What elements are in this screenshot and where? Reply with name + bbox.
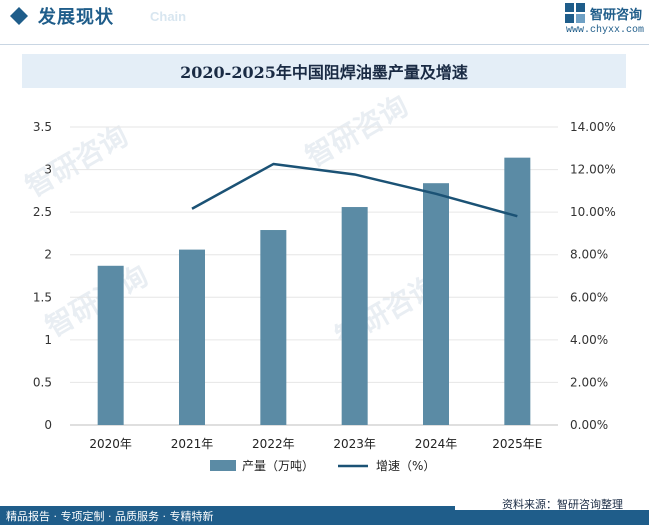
- chart-title: 2020-2025年中国阻焊油墨产量及增速: [180, 63, 468, 82]
- y-left-tick-label: 3: [44, 163, 52, 177]
- y-right-tick-label: 12.00%: [570, 163, 616, 177]
- y-left-tick-label: 2: [44, 248, 52, 262]
- y-right-tick-label: 2.00%: [570, 375, 608, 389]
- footer-bar: [0, 506, 649, 525]
- y-right-tick-label: 6.00%: [570, 290, 608, 304]
- axis-ticks: 0 0.5 1 1.5 2 2.5 3 3.5 0.00% 2.00% 4.00% 6.00% 8.00…: [33, 120, 616, 451]
- growth-line: [191, 162, 518, 218]
- footer-source-background: [455, 497, 649, 510]
- diamond-icon: [10, 7, 28, 25]
- y-right-tick-label: 8.00%: [570, 248, 608, 262]
- y-right-tick-label: 4.00%: [570, 333, 608, 347]
- y-right-tick-label: 10.00%: [570, 205, 616, 219]
- y-left-tick-label: 0: [44, 418, 52, 432]
- bar: [504, 157, 531, 425]
- legend-label-bar: 产量（万吨）: [242, 459, 314, 473]
- footer-source: 资料来源：智研咨询整理: [502, 498, 623, 511]
- brand-name: 智研咨询: [590, 8, 643, 23]
- chart-title-bar: 2020-2025年中国阻焊油墨产量及增速: [22, 54, 626, 88]
- page-header: 发展现状 Chain 智研咨询 www.chyxx.com: [0, 0, 649, 36]
- y-left-tick-label: 3.5: [33, 120, 52, 134]
- x-tick-label: 2025年E: [492, 437, 542, 451]
- x-tick-label: 2023年: [333, 437, 376, 451]
- footer-slogan: 精品报告 · 专项定制 · 品质服务 · 专精特新: [6, 510, 214, 523]
- bar: [97, 265, 124, 425]
- y-left-tick-label: 1.5: [33, 290, 52, 304]
- y-left-tick-label: 0.5: [33, 375, 52, 389]
- bar: [179, 249, 205, 425]
- grid-lines: [70, 126, 558, 426]
- header-divider: [0, 44, 649, 45]
- x-tick-label: 2020年: [89, 437, 132, 451]
- y-right-tick-label: 0.00%: [570, 418, 608, 432]
- y-left-tick-label: 1: [44, 333, 52, 347]
- bar: [341, 207, 368, 425]
- brand-url: www.chyxx.com: [566, 25, 645, 36]
- y-right-tick-label: 14.00%: [570, 120, 616, 134]
- x-tick-label: 2024年: [415, 437, 458, 451]
- legend-swatch-bar: [210, 460, 236, 471]
- section-title: 发展现状: [38, 7, 114, 28]
- legend-label-line: 增速（%）: [376, 459, 435, 473]
- bar-series: [97, 157, 531, 425]
- line-series: [191, 162, 518, 218]
- x-tick-label: 2021年: [171, 437, 214, 451]
- x-tick-label: 2022年: [252, 437, 295, 451]
- chart: 0 0.5 1 1.5 2 2.5 3 3.5 0.00% 2.00% 4.00% 6.00% 8.00…: [33, 120, 616, 473]
- bar: [423, 183, 449, 425]
- brand-logo-icon: [565, 3, 585, 23]
- y-left-tick-label: 2.5: [33, 205, 52, 219]
- section-subtitle: Chain: [150, 9, 187, 24]
- bar: [260, 230, 287, 425]
- legend: 产量（万吨） 增速（%）: [210, 459, 435, 473]
